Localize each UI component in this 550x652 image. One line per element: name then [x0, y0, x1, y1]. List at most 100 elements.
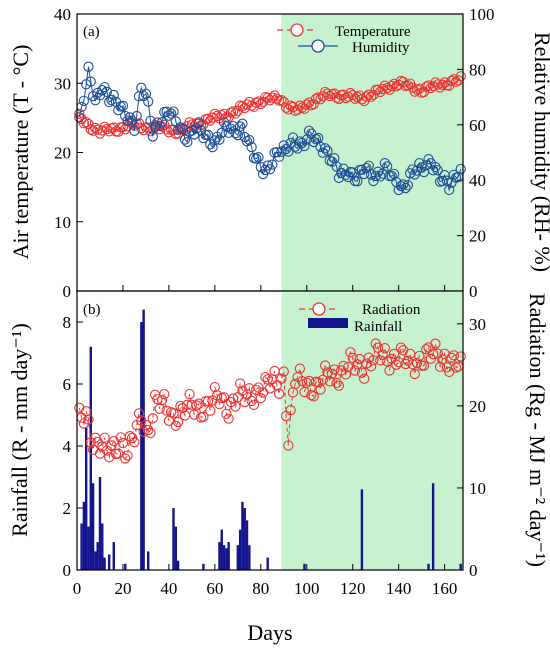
panel-b-series	[74, 338, 466, 464]
data-point	[342, 361, 354, 373]
rainfall-bar	[202, 563, 205, 570]
data-point	[237, 118, 248, 129]
data-point	[120, 453, 131, 464]
data-point	[223, 413, 234, 424]
data-point	[448, 169, 459, 181]
data-point	[363, 89, 374, 100]
data-point	[161, 405, 172, 416]
data-point	[308, 391, 319, 402]
rainfall-bar	[142, 309, 145, 570]
data-point	[207, 142, 218, 153]
right-tick-label: 0	[469, 561, 478, 580]
data-point	[234, 378, 246, 389]
data-point	[400, 182, 411, 194]
data-point	[290, 378, 301, 390]
data-point	[356, 367, 368, 378]
data-point	[386, 80, 397, 92]
data-point	[234, 121, 246, 132]
data-point	[136, 122, 147, 134]
data-point	[455, 351, 466, 362]
legend-humidity-symbol	[298, 39, 338, 53]
series-line	[78, 76, 462, 135]
data-point	[168, 408, 179, 419]
rainfall-bars	[80, 309, 462, 570]
rainfall-bar	[360, 489, 364, 570]
x-tick-label: 40	[160, 579, 177, 598]
data-point	[359, 168, 370, 180]
data-point	[430, 161, 441, 173]
rainfall-bar	[94, 551, 97, 570]
data-point	[283, 440, 294, 451]
data-point	[427, 165, 439, 176]
data-point	[147, 413, 158, 424]
legend-temperature-label: Temperature	[335, 24, 411, 40]
data-point	[437, 79, 448, 90]
data-point	[450, 362, 462, 373]
data-point	[274, 388, 285, 399]
data-point	[299, 140, 310, 152]
data-point	[338, 163, 349, 174]
data-point	[271, 93, 283, 104]
data-point	[441, 175, 453, 186]
data-point	[205, 405, 216, 416]
data-point	[377, 83, 388, 95]
data-point	[74, 402, 85, 413]
rainfall-bar	[431, 483, 435, 570]
x-tick-label: 60	[206, 579, 223, 598]
rainfall-bar	[427, 563, 430, 570]
data-point	[388, 168, 400, 180]
data-point	[395, 180, 407, 192]
data-point	[94, 448, 106, 459]
rainfall-bar	[98, 477, 102, 570]
data-point	[349, 365, 361, 376]
data-point	[400, 358, 411, 370]
data-point	[216, 110, 227, 121]
data-point	[179, 134, 191, 145]
data-point	[74, 112, 85, 123]
data-point	[117, 100, 129, 112]
x-tick-label: 160	[432, 579, 458, 598]
data-point	[448, 350, 459, 361]
panel-b-right-axis-title: Radiation (Rg - MJ m⁻² day⁻¹)	[525, 293, 550, 567]
data-point	[285, 404, 296, 416]
data-point	[315, 384, 326, 395]
data-point	[255, 392, 266, 404]
left-tick-label: 0	[63, 282, 72, 301]
data-point	[193, 398, 204, 409]
panel-b-x-ticks: 0 20 40 60 80 100 120 140 160	[73, 564, 458, 598]
data-point	[382, 161, 393, 172]
data-point	[253, 151, 264, 163]
left-tick-label: 2	[63, 499, 72, 518]
data-point	[267, 159, 278, 170]
legend-humidity-label: Humidity	[352, 40, 410, 56]
data-point	[368, 175, 379, 187]
legend-marker	[290, 23, 304, 37]
data-point	[444, 184, 455, 196]
data-point	[432, 165, 443, 176]
data-point	[315, 94, 326, 105]
data-point	[388, 348, 400, 360]
legend-radiation-label: Radiation	[362, 302, 421, 318]
panel-a-right-axis-title: Relative humidity (RH- %)	[530, 32, 550, 272]
panel-b-left-ticks: 0 2 4 6 8	[63, 313, 83, 580]
data-point	[294, 363, 306, 374]
data-point	[322, 88, 333, 99]
data-point	[99, 432, 110, 443]
data-point	[83, 414, 94, 425]
left-tick-label: 30	[54, 74, 71, 93]
data-point	[368, 355, 379, 366]
data-point	[303, 125, 315, 136]
data-point	[228, 106, 239, 117]
data-point	[271, 146, 283, 158]
data-point	[319, 143, 331, 154]
rainfall-bar	[172, 508, 175, 570]
data-point	[377, 168, 388, 179]
left-tick-label: 0	[63, 561, 72, 580]
data-point	[97, 85, 108, 96]
data-point	[129, 125, 140, 136]
data-point	[172, 416, 184, 428]
data-point	[152, 117, 163, 128]
data-point	[83, 61, 94, 72]
data-point	[138, 426, 149, 437]
